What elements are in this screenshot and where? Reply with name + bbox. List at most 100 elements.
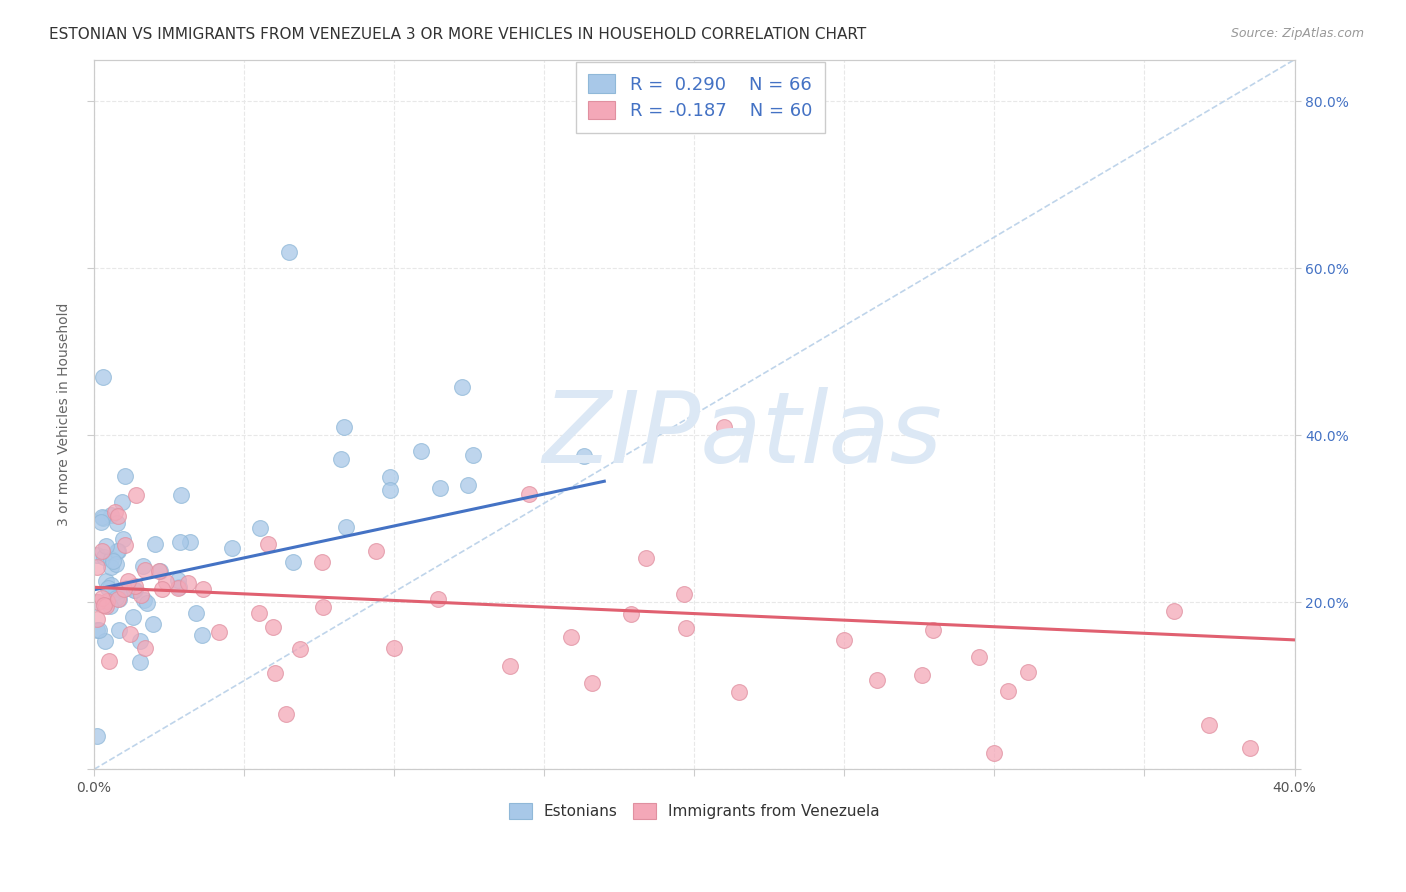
Point [90,515,112,529]
Point [93,598,115,612]
Point [429,481,451,495]
Point [378,483,401,497]
Point [107,544,129,558]
Point [922,624,945,638]
Point [134,563,156,577]
Point [249,521,271,535]
Point [142,617,165,632]
Point [169,488,191,502]
Point [581,675,603,690]
Point [114,538,136,552]
Point [499,659,522,673]
Point [290,642,312,657]
Point [221,541,243,556]
Point [382,640,405,655]
Point [179,535,201,549]
Point [100,560,122,574]
Point [969,649,991,664]
Point [111,532,134,546]
Point [672,586,695,600]
Point [129,655,152,669]
Point [834,632,856,647]
Text: ESTONIAN VS IMMIGRANTS FROM VENEZUELA 3 OR MORE VEHICLES IN HOUSEHOLD CORRELATIO: ESTONIAN VS IMMIGRANTS FROM VENEZUELA 3 … [49,27,866,42]
Point [450,380,472,394]
Point [90,543,112,558]
Point [129,588,152,602]
Point [256,537,278,551]
Point [169,581,191,595]
Point [100,552,122,566]
Point [713,420,735,434]
Point [125,488,148,502]
Point [283,555,305,569]
Point [91,370,114,384]
Point [94,539,117,553]
Point [150,582,173,596]
Point [263,665,285,680]
Point [333,420,356,434]
Point [100,578,122,592]
Point [87,595,110,609]
Point [115,581,138,595]
Point [184,606,207,620]
Point [364,544,387,558]
Point [128,633,150,648]
Legend: Estonians, Immigrants from Venezuela: Estonians, Immigrants from Venezuela [503,797,886,825]
Point [457,478,479,492]
Point [97,581,120,595]
Point [208,624,231,639]
Point [983,746,1005,760]
Point [104,585,127,599]
Point [1163,604,1185,618]
Point [167,573,190,587]
Y-axis label: 3 or more Vehicles in Household: 3 or more Vehicles in Household [58,302,72,526]
Point [86,612,108,626]
Point [86,729,108,743]
Point [100,508,122,523]
Text: ZIPatlas: ZIPatlas [543,387,942,484]
Point [463,448,485,462]
Point [378,470,401,484]
Point [134,640,156,655]
Point [329,451,352,466]
Point [148,564,170,578]
Point [177,576,200,591]
Point [111,495,134,509]
Point [98,599,121,614]
Point [96,594,118,608]
Point [574,449,596,463]
Point [108,623,131,637]
Point [91,509,114,524]
Point [96,574,118,588]
Point [636,551,658,566]
Point [143,536,166,550]
Point [124,582,146,597]
Point [86,548,108,562]
Point [274,707,297,722]
Text: Source: ZipAtlas.com: Source: ZipAtlas.com [1230,27,1364,40]
Point [311,555,333,569]
Point [247,607,270,621]
Point [149,565,172,579]
Point [727,685,749,699]
Point [910,668,932,682]
Point [426,591,449,606]
Point [335,519,357,533]
Point [96,599,118,614]
Point [86,559,108,574]
Point [93,549,115,564]
Point [132,593,155,607]
Point [107,544,129,558]
Point [112,582,135,596]
Point [104,591,127,606]
Point [107,508,129,523]
Point [91,511,114,525]
Point [94,633,117,648]
Point [124,578,146,592]
Point [104,505,127,519]
Point [105,516,128,530]
Point [997,683,1019,698]
Point [89,624,111,638]
Point [262,620,284,634]
Point [560,630,582,644]
